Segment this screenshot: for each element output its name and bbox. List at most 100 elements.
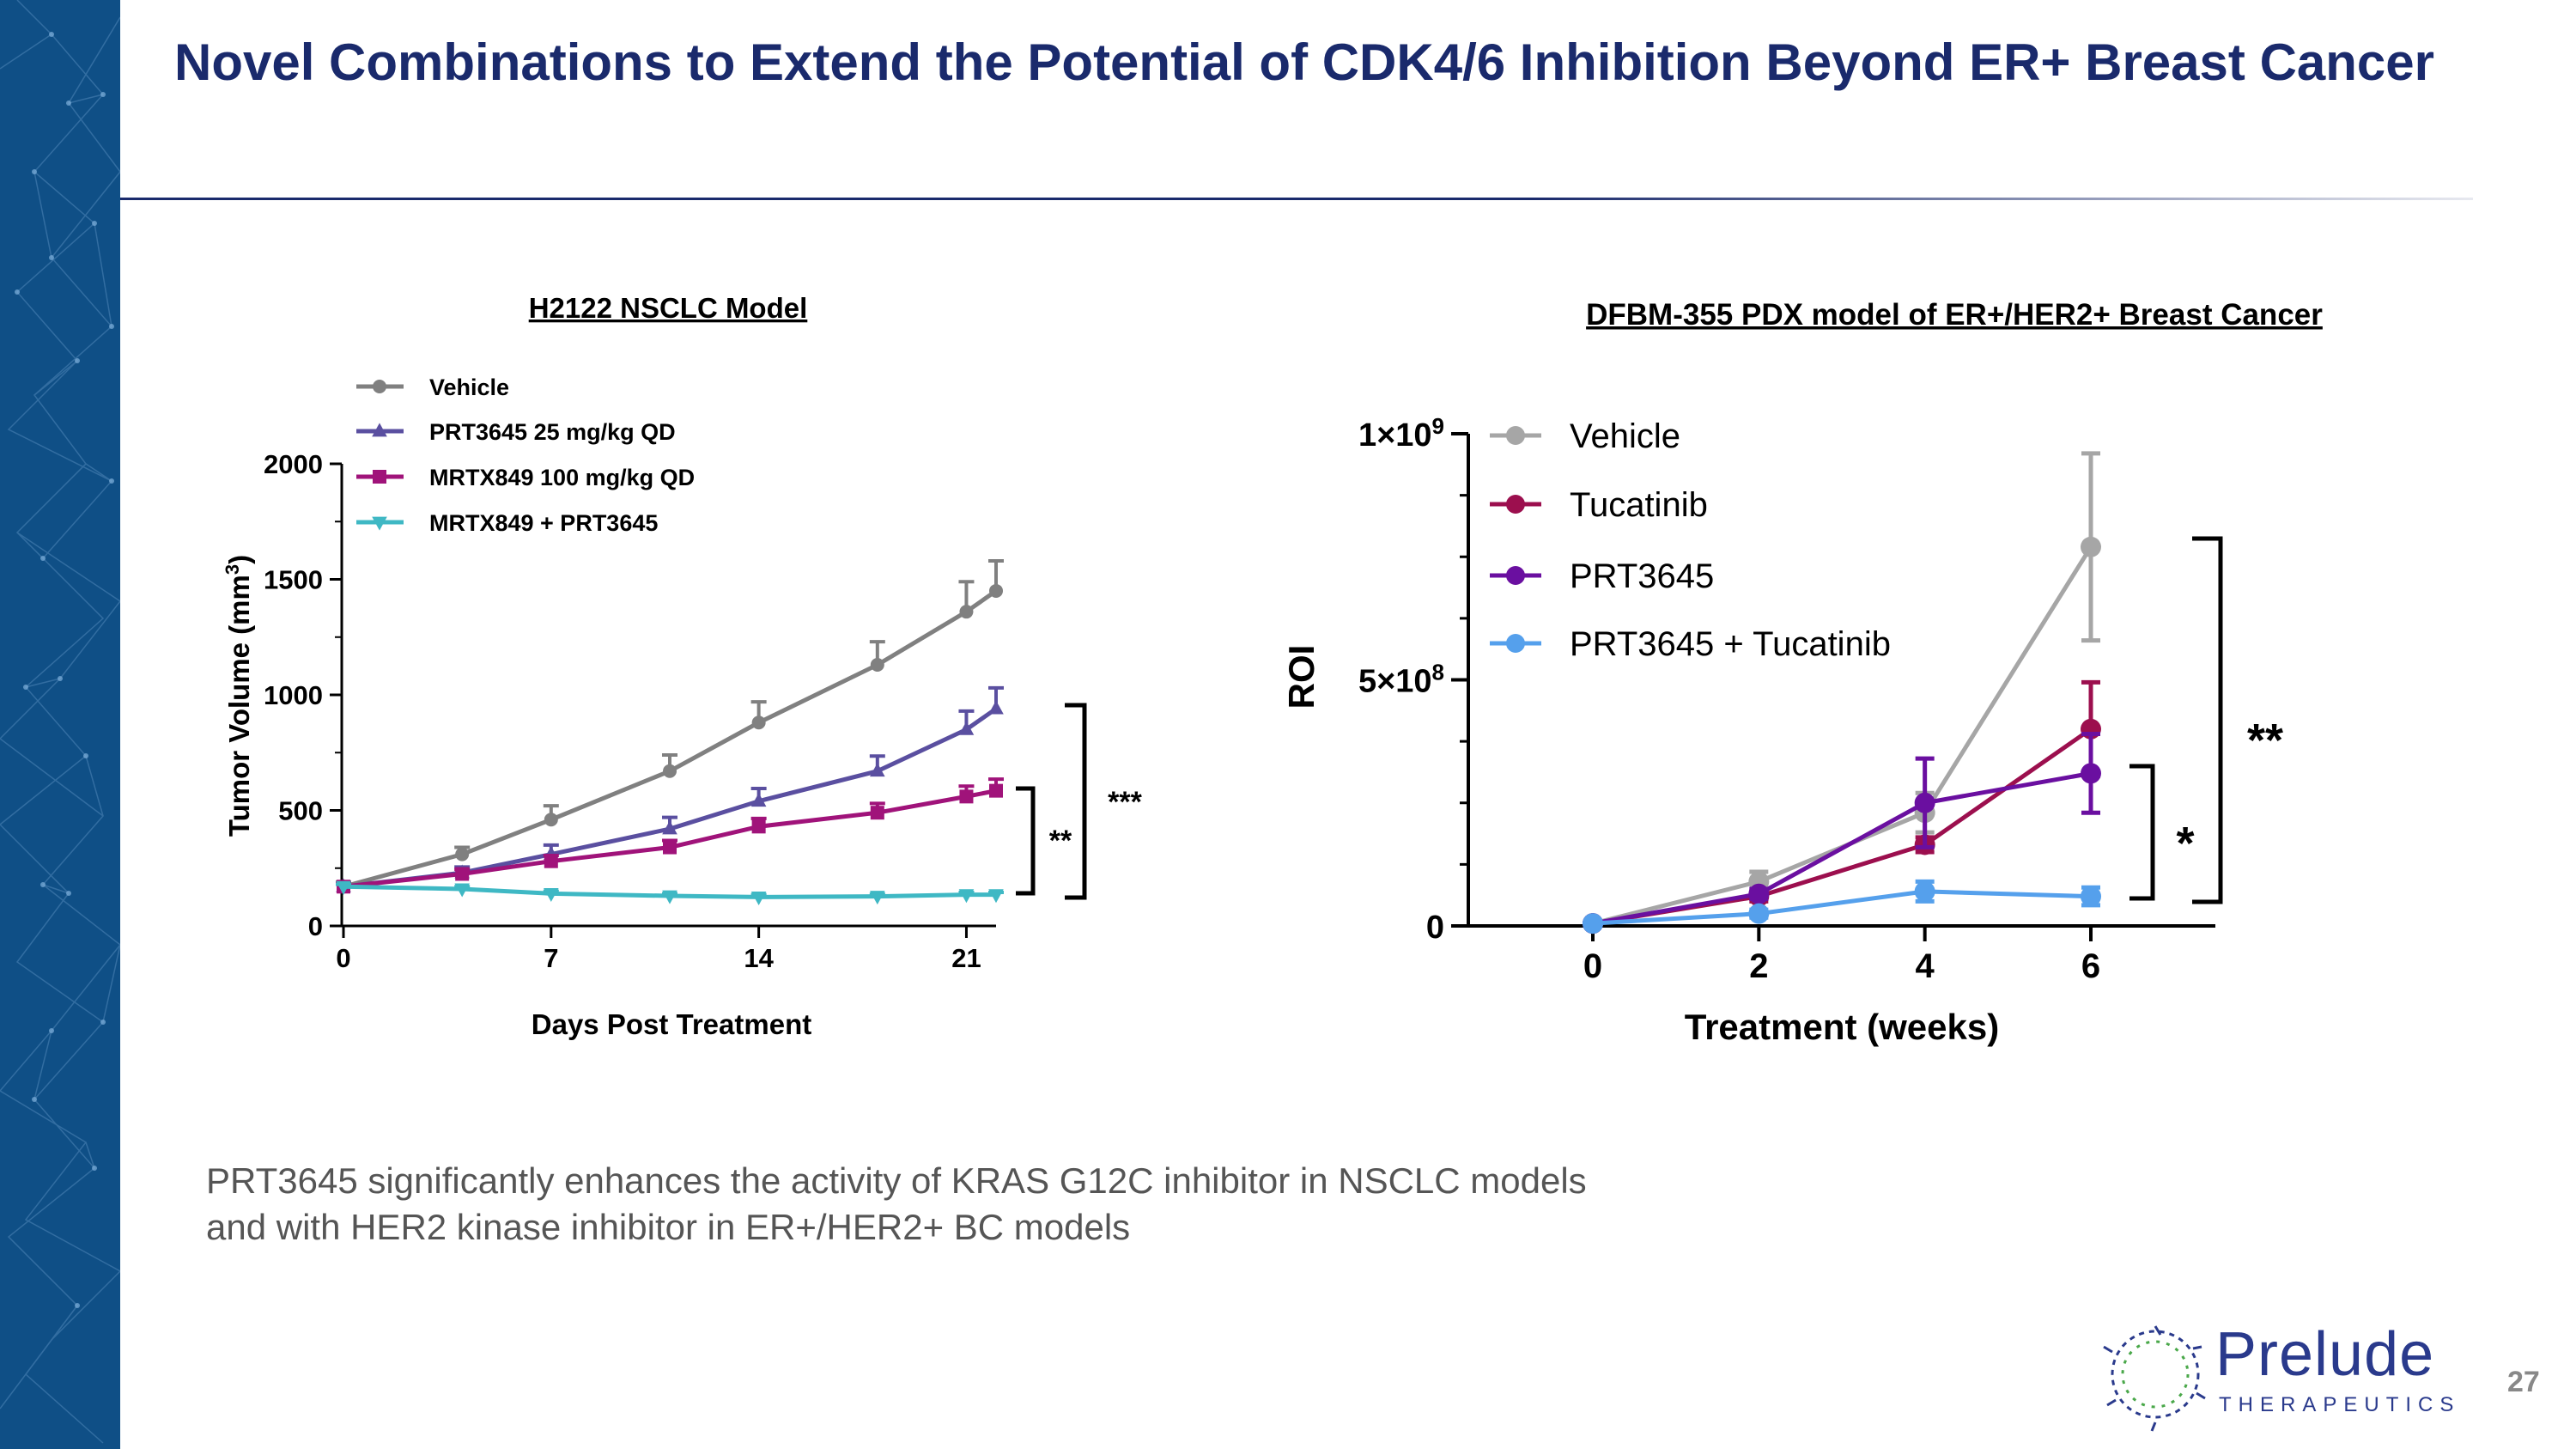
logo-wordmark: Prelude — [2215, 1320, 2435, 1389]
chart2-ylabel: ROI — [1281, 645, 1321, 709]
chart1-data-point — [663, 840, 677, 855]
chart2-x-tick-label: 2 — [1749, 947, 1768, 985]
chart1-ylabel: Tumor Volume (mm3) — [222, 555, 255, 837]
chart2-y-tick-label: 0 — [1426, 910, 1444, 946]
chart2-data-point — [1583, 913, 1603, 935]
chart1-legend-marker — [372, 516, 387, 531]
caption-line-2: and with HER2 kinase inhibitor in ER+/HE… — [206, 1207, 1131, 1247]
chart2-legend-marker — [1506, 495, 1525, 514]
chart2-legend-label: PRT3645 — [1570, 557, 1714, 595]
chart2-series-0 — [1583, 451, 2101, 935]
chart1-legend-label: MRTX849 + PRT3645 — [429, 510, 658, 536]
chart1-legend-label: MRTX849 100 mg/kg QD — [429, 465, 695, 490]
chart1-legend-marker — [373, 380, 386, 393]
chart2-y-tick-label: 5×108 — [1358, 660, 1444, 700]
chart2-xlabel: Treatment (weeks) — [1685, 1007, 1999, 1047]
chart2-y-tick-exponent: 8 — [1432, 660, 1444, 685]
sidebar-decoration — [0, 0, 120, 1449]
prelude-logo: Prelude THERAPEUTICS — [2095, 1314, 2456, 1434]
chart1-x-tick-label: 0 — [336, 943, 350, 973]
chart1-data-point — [988, 889, 1004, 904]
chart2-bracket-outer — [2192, 536, 2223, 904]
chart1-data-point — [958, 889, 975, 904]
chart1-legend-marker — [373, 470, 386, 484]
chart2-y-tick-exponent: 9 — [1432, 413, 1444, 439]
chart1-data-point — [751, 819, 766, 834]
chart1-data-point — [958, 721, 975, 735]
chart1-bracket-outer — [1065, 703, 1087, 900]
chart1-data-point — [989, 783, 1003, 798]
chart1-data-point — [751, 715, 766, 730]
chart2-legend-marker — [1506, 566, 1525, 585]
chart2-data-point — [1748, 883, 1770, 904]
chart1-data-point — [750, 891, 767, 905]
chart1-legend-label: PRT3645 25 mg/kg QD — [429, 419, 676, 445]
chart2-x-tick-label: 6 — [2081, 947, 2100, 985]
chart1-data-point — [544, 813, 558, 827]
chart1-series-line — [343, 884, 996, 899]
chart1-data-point — [870, 658, 884, 673]
chart1-data-point — [870, 763, 885, 777]
chart2-series-3 — [1583, 879, 2101, 935]
chart2-series — [1583, 451, 2101, 935]
chart2-y-tick-label: 1×109 — [1358, 413, 1444, 454]
chart1-ylabel-sup: 3 — [222, 564, 243, 575]
dna-ring-icon — [2103, 1325, 2206, 1432]
chart2-sig-outer: ** — [2247, 715, 2283, 766]
chart1-x-tick-label: 21 — [951, 943, 981, 973]
chart1-significance: ** *** — [1016, 703, 1143, 900]
chart2-data-point — [2081, 763, 2101, 784]
chart1-legend-label: Vehicle — [429, 374, 509, 400]
chart2-legend-marker — [1506, 634, 1525, 653]
chart2-data-point — [2081, 536, 2101, 557]
chart2-legend: Vehicle Tucatinib PRT3645 PRT3645 + Tucatin… — [1490, 417, 1891, 663]
logo-subtitle: THERAPEUTICS — [2219, 1393, 2461, 1416]
network-pattern — [0, 0, 120, 1444]
chart2-data-point — [1914, 880, 1935, 902]
chart1-data-point — [455, 867, 470, 881]
page-number: 27 — [2507, 1366, 2540, 1398]
chart2-significance: * ** — [2129, 536, 2283, 904]
chart1-data-point — [959, 789, 974, 804]
caption-line-1: PRT3645 significantly enhances the activ… — [206, 1160, 1587, 1201]
chart1-x-tick-label: 7 — [544, 943, 558, 973]
chart1-y-tick-label: 0 — [308, 911, 323, 941]
chart1-x-tick-label: 14 — [744, 943, 774, 973]
chart2-legend-label: Vehicle — [1570, 417, 1680, 455]
chart1-series-0 — [336, 558, 1004, 894]
chart2-data-point — [1914, 792, 1935, 813]
chart2-series-line — [1592, 889, 2092, 926]
chart1-series — [336, 558, 1004, 905]
chart2-x-tick-label: 4 — [1916, 947, 1935, 985]
chart1-sig-inner: ** — [1049, 825, 1072, 857]
chart1-sig-outer: *** — [1108, 786, 1142, 819]
chart1-data-point — [870, 891, 885, 905]
chart1-y-tick-label: 1500 — [264, 565, 323, 595]
chart1-data-point — [663, 764, 677, 778]
chart1-data-point — [336, 880, 351, 895]
chart2-title: DFBM-355 PDX model of ER+/HER2+ Breast C… — [1586, 298, 2323, 332]
chart2-y-tick-base: 1×10 — [1358, 417, 1432, 454]
chart1-data-point — [662, 890, 677, 904]
chart2-data-point — [1748, 903, 1770, 924]
chart2-axes: 0 5×108 1×109 0 2 4 6 — [1358, 413, 2215, 985]
chart1-xlabel: Days Post Treatment — [532, 1008, 811, 1040]
chart1-data-point — [989, 583, 1003, 598]
chart1-data-point — [959, 605, 974, 619]
chart2-series-line — [1592, 545, 2093, 926]
chart2-y-tick-base: 0 — [1426, 910, 1444, 946]
chart1-data-point — [988, 700, 1004, 715]
chart1-series-line — [343, 588, 998, 889]
chart1-y-tick-label: 2000 — [264, 449, 323, 479]
chart2-legend-label: PRT3645 + Tucatinib — [1570, 625, 1891, 663]
chart2-legend-label: Tucatinib — [1570, 486, 1708, 524]
chart1-axes: 0 500 1000 1500 2000 0 7 14 21 — [264, 449, 996, 973]
chart2-legend-marker — [1506, 426, 1525, 445]
chart2-series-line — [1592, 770, 2092, 926]
slide-caption: PRT3645 significantly enhances the activ… — [206, 1158, 1752, 1251]
chart1-data-point — [662, 820, 677, 835]
chart1-data-point — [455, 847, 470, 861]
chart1-y-tick-label: 500 — [278, 796, 323, 826]
chart1-series-3 — [336, 880, 1004, 905]
